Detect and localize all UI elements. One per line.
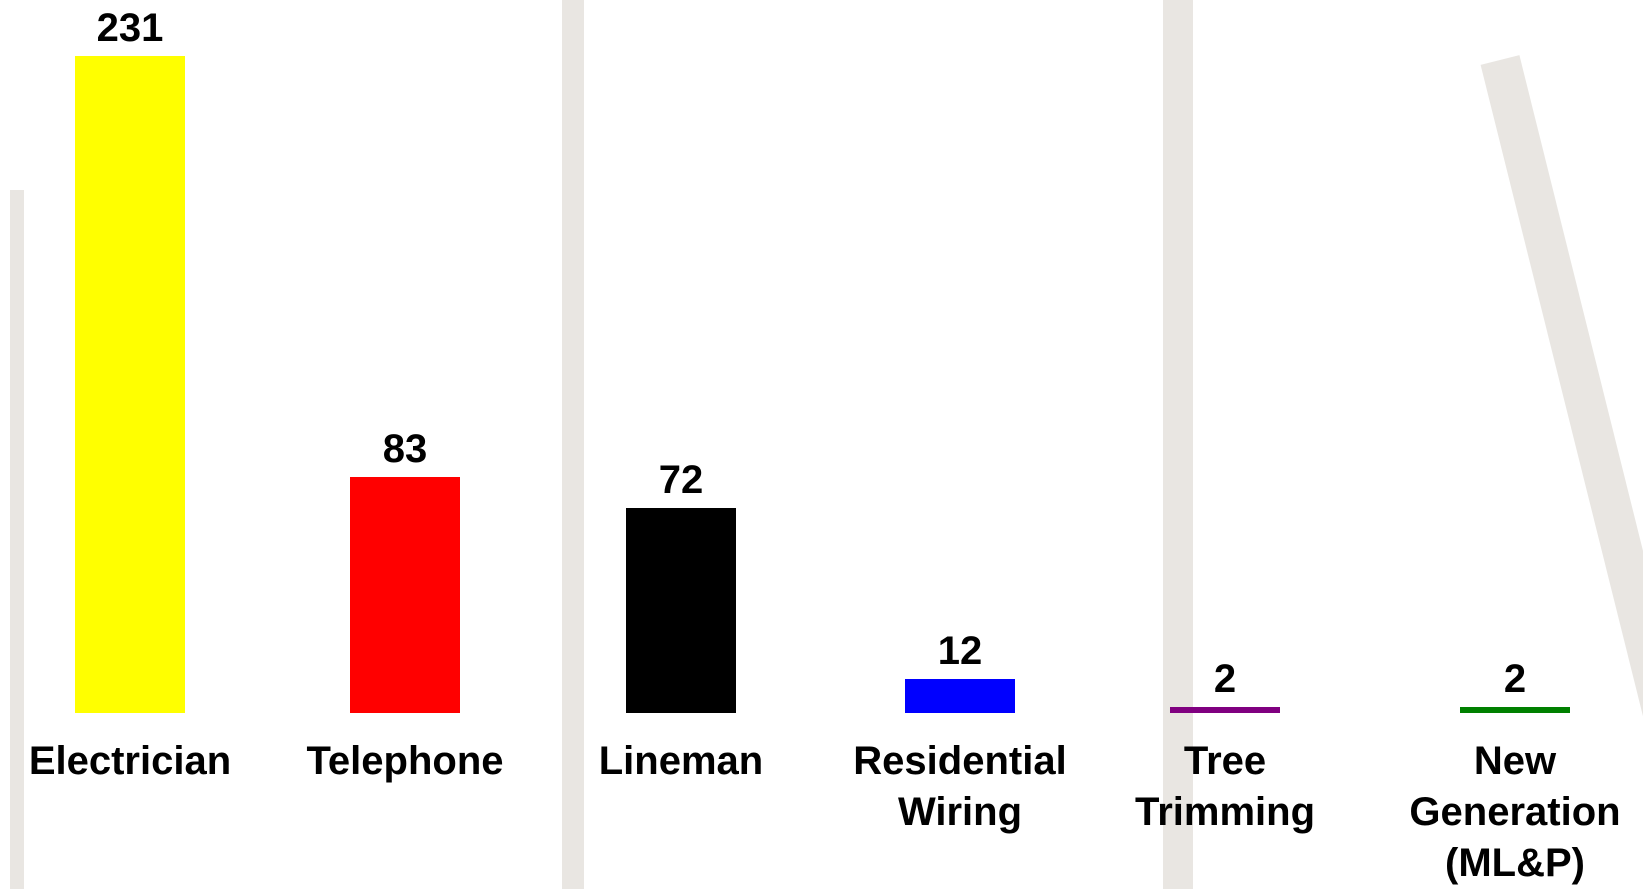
bar xyxy=(75,56,185,713)
value-label: 83 xyxy=(382,426,428,471)
bar xyxy=(626,508,736,713)
bar xyxy=(350,476,460,713)
value-label: 12 xyxy=(937,628,983,673)
x-tick-label: New Generation (ML&P) xyxy=(1409,739,1621,885)
value-label: 231 xyxy=(96,6,164,50)
x-tick-label: Residential Wiring xyxy=(853,739,1067,834)
value-label: 2 xyxy=(1503,657,1527,701)
background-pole xyxy=(10,190,24,889)
value-label: 72 xyxy=(658,458,704,503)
x-tick-label: Lineman xyxy=(598,739,764,783)
value-label: 2 xyxy=(1213,657,1237,701)
bar xyxy=(1460,707,1570,713)
bar xyxy=(1170,707,1280,713)
background-pole xyxy=(1163,0,1193,889)
background-pole xyxy=(562,0,584,889)
x-tick-label: Telephone xyxy=(306,739,504,783)
x-tick-label: Electrician xyxy=(28,739,232,783)
bar xyxy=(905,678,1015,713)
x-tick-label: Tree Trimming xyxy=(1134,739,1316,834)
